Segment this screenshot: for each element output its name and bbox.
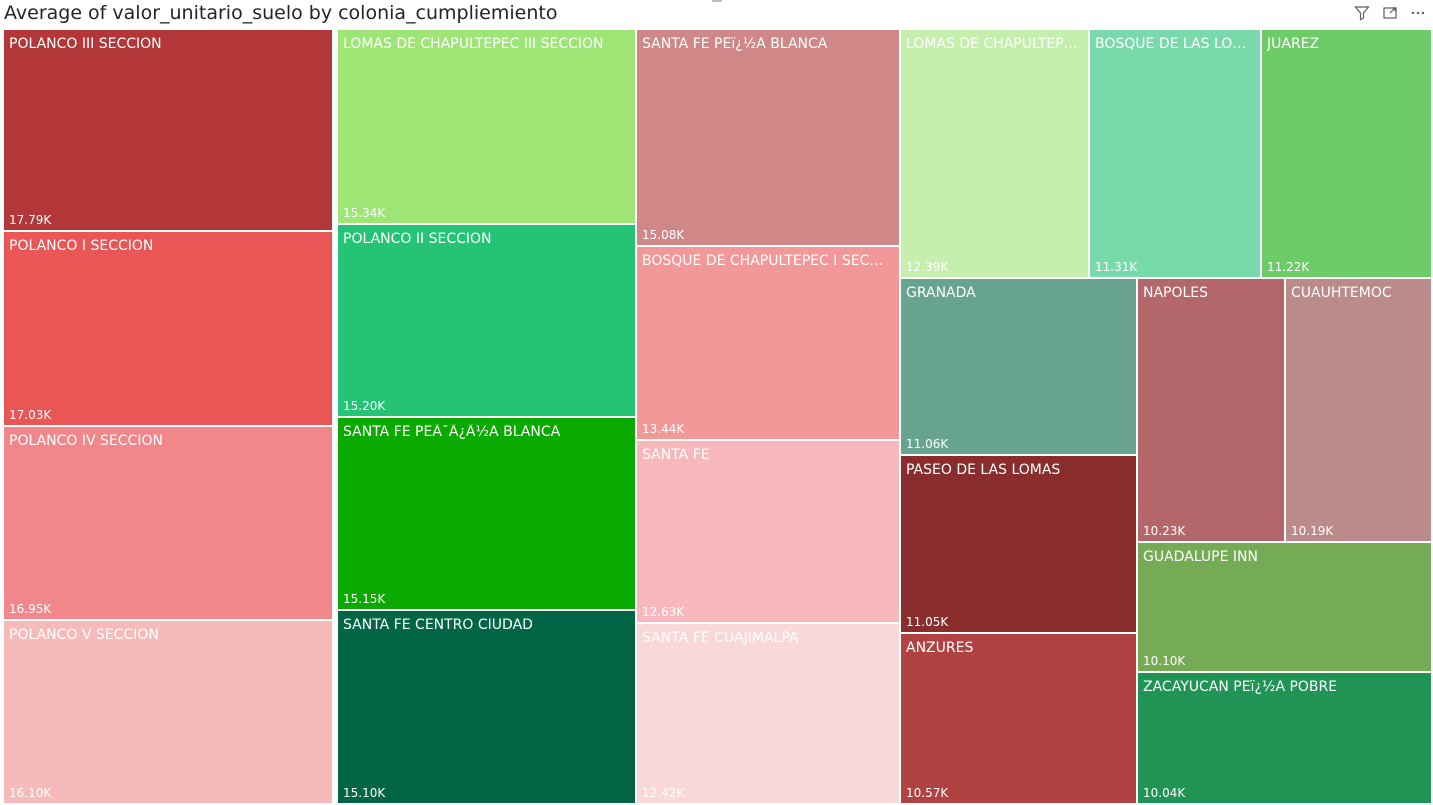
tile-category-label: GUADALUPE INN: [1143, 549, 1258, 565]
tile-value-label: 15.34K: [343, 206, 386, 220]
tile-category-label: BOSQUE DE CHAPULTEPEC I SECCION: [642, 253, 893, 269]
treemap-tile[interactable]: SANTA FE PEï¿½A BLANCA 15.08K: [637, 30, 901, 247]
tile-category-label: ZACAYUCAN PEï¿½A POBRE: [1143, 679, 1338, 695]
treemap-tile[interactable]: BOSQUE DE CHAPULTEPEC I SECCION 13.44K: [637, 247, 901, 441]
tile-category-label: POLANCO IV SECCION: [9, 433, 163, 449]
tile-category-label: ANZURES: [906, 640, 974, 656]
tile-value-label: 13.44K: [642, 422, 685, 436]
treemap-tile[interactable]: POLANCO I SECCION 17.03K: [4, 232, 334, 427]
treemap-tile[interactable]: SANTA FE CENTRO CIUDAD 15.10K: [338, 611, 637, 805]
tile-value-label: 11.22K: [1267, 260, 1310, 274]
treemap-tile[interactable]: SANTA FE CUAJIMALPA 12.42K: [637, 624, 901, 805]
tile-value-label: 12.39K: [906, 260, 949, 274]
tile-value-label: 10.10K: [1143, 654, 1186, 668]
treemap-tile[interactable]: SANTA FE 12.63K: [637, 441, 901, 624]
chart-title: Average of valor_unitario_suelo by colon…: [4, 2, 558, 24]
tile-value-label: 11.05K: [906, 615, 949, 629]
tile-category-label: GRANADA: [906, 285, 976, 301]
tile-value-label: 16.10K: [9, 786, 52, 800]
tile-category-label: JUAREZ: [1267, 36, 1320, 52]
treemap-tile[interactable]: GRANADA 11.06K: [901, 279, 1138, 456]
tile-value-label: 12.63K: [642, 605, 685, 619]
more-options-icon[interactable]: [1409, 4, 1427, 22]
treemap-tile[interactable]: LOMAS DE CHAPULTEPEC... 12.39K: [901, 30, 1090, 279]
tile-value-label: 10.23K: [1143, 524, 1186, 538]
tile-category-label: NAPOLES: [1143, 285, 1209, 301]
treemap-tile[interactable]: POLANCO II SECCION 15.20K: [338, 225, 637, 418]
tile-category-label: BOSQUE DE LAS LOMAS: [1095, 36, 1254, 52]
tile-value-label: 10.19K: [1291, 524, 1334, 538]
treemap-tile[interactable]: POLANCO V SECCION 16.10K: [4, 621, 334, 805]
tile-category-label: PASEO DE LAS LOMAS: [906, 462, 1061, 478]
tile-value-label: 16.95K: [9, 602, 52, 616]
tile-category-label: POLANCO V SECCION: [9, 627, 159, 643]
treemap-tile[interactable]: CUAUHTEMOC 10.19K: [1286, 279, 1433, 543]
tile-value-label: 11.06K: [906, 437, 949, 451]
treemap-tile[interactable]: POLANCO IV SECCION 16.95K: [4, 427, 334, 621]
tile-category-label: POLANCO III SECCION: [9, 36, 162, 52]
treemap-tile[interactable]: POLANCO III SECCION 17.79K: [4, 30, 334, 232]
tile-category-label: SANTA FE CUAJIMALPA: [642, 630, 799, 646]
treemap-tile[interactable]: NAPOLES 10.23K: [1138, 279, 1286, 543]
tile-category-label: POLANCO II SECCION: [343, 231, 492, 247]
treemap-tile[interactable]: GUADALUPE INN 10.10K: [1138, 543, 1433, 673]
tile-category-label: SANTA FE PEï¿½A BLANCA: [642, 36, 828, 52]
treemap-tile[interactable]: ZACAYUCAN PEï¿½A POBRE 10.04K: [1138, 673, 1433, 805]
tile-value-label: 15.15K: [343, 592, 386, 606]
tile-value-label: 17.03K: [9, 408, 52, 422]
tile-category-label: POLANCO I SECCION: [9, 238, 154, 254]
treemap-tile[interactable]: PASEO DE LAS LOMAS 11.05K: [901, 456, 1138, 634]
treemap-tile[interactable]: JUAREZ 11.22K: [1262, 30, 1433, 279]
filter-icon[interactable]: [1353, 4, 1371, 22]
tile-value-label: 15.10K: [343, 786, 386, 800]
tile-category-label: LOMAS DE CHAPULTEPEC...: [906, 36, 1082, 52]
drag-grip[interactable]: [712, 0, 722, 2]
treemap-tile[interactable]: BOSQUE DE LAS LOMAS 11.31K: [1090, 30, 1262, 279]
tile-category-label: SANTA FE PEÃ¯Â¿Â½A BLANCA: [343, 424, 561, 440]
treemap-tile[interactable]: SANTA FE PEÃ¯Â¿Â½A BLANCA 15.15K: [338, 418, 637, 611]
treemap-tile[interactable]: ANZURES 10.57K: [901, 634, 1138, 805]
focus-mode-icon[interactable]: [1381, 4, 1399, 22]
tile-category-label: LOMAS DE CHAPULTEPEC III SECCION: [343, 36, 604, 52]
treemap-tile[interactable]: LOMAS DE CHAPULTEPEC III SECCION 15.34K: [338, 30, 637, 225]
tile-category-label: SANTA FE: [642, 447, 710, 463]
visual-header-icons: [1353, 3, 1427, 23]
tile-category-label: SANTA FE CENTRO CIUDAD: [343, 617, 533, 633]
tile-value-label: 10.57K: [906, 786, 949, 800]
tile-value-label: 10.04K: [1143, 786, 1186, 800]
tile-value-label: 11.31K: [1095, 260, 1138, 274]
tile-category-label: CUAUHTEMOC: [1291, 285, 1392, 301]
tile-value-label: 12.42K: [642, 786, 685, 800]
tile-value-label: 15.08K: [642, 228, 685, 242]
tile-value-label: 17.79K: [9, 213, 52, 227]
tile-value-label: 15.20K: [343, 399, 386, 413]
